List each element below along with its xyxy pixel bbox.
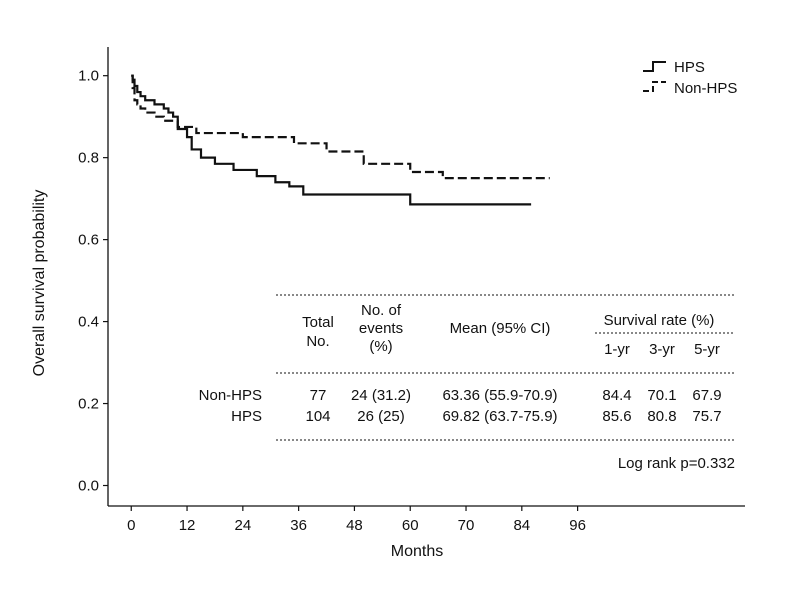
legend-label-non-hps: Non-HPS [674,80,737,97]
table-header-1yr: 1-yr [604,341,630,358]
x-tick-label: 60 [402,517,419,534]
y-tick-label: 0.8 [78,150,99,167]
table-footnote-logrank: Log rank p=0.332 [618,455,735,472]
table-cell-3yr: 80.8 [647,408,676,425]
table-header-events: No. of events (%) [359,302,403,355]
x-tick-label: 24 [234,517,251,534]
x-tick-label: 12 [179,517,196,534]
y-tick-label: 0.0 [78,478,99,495]
y-tick-label: 1.0 [78,68,99,85]
x-tick-label: 0 [127,517,135,534]
table-header-total: Total No. [302,314,334,350]
table-cell-5yr: 75.7 [692,408,721,425]
table-header-survival-rate: Survival rate (%) [604,312,715,329]
survival-curves [131,74,550,206]
x-tick-label: 70 [458,517,475,534]
legend-swatch-non-hps [643,81,666,92]
table-cell-events: 24 (31.2) [351,387,411,404]
table-header-5yr: 5-yr [694,341,720,358]
y-axis-ticks: 0.0 0.2 0.4 0.6 0.8 1.0 [78,68,108,495]
x-tick-label: 48 [346,517,363,534]
table-cell-total: 104 [305,408,330,425]
table-cell-total: 77 [310,387,327,404]
y-tick-label: 0.4 [78,314,99,331]
summary-table: Total No. No. of events (%) Mean (95% CI) Surv… [199,294,735,472]
table-row-group: Non-HPS [199,387,262,404]
series-hps-curve [131,74,532,206]
x-tick-label: 96 [569,517,586,534]
legend-swatch-hps [643,61,666,72]
table-cell-mean: 63.36 (55.9-70.9) [442,387,557,404]
y-axis-label: Overall survival probability [31,190,48,377]
table-header-mean: Mean (95% CI) [450,320,551,337]
table-cell-1yr: 84.4 [602,387,631,404]
x-tick-label: 84 [513,517,530,534]
y-tick-label: 0.6 [78,232,99,249]
table-cell-3yr: 70.1 [647,387,676,404]
x-axis-ticks: 0 12 24 36 48 60 70 84 96 [127,506,586,534]
table-header-3yr: 3-yr [649,341,675,358]
table-cell-events: 26 (25) [357,408,405,425]
x-axis-label: Months [391,543,443,560]
y-tick-label: 0.2 [78,396,99,413]
table-cell-mean: 69.82 (63.7-75.9) [442,408,557,425]
x-tick-label: 36 [290,517,307,534]
table-cells: Total No. No. of events (%) Mean (95% CI) Surv… [199,302,735,472]
series-non-hps-curve [131,74,550,180]
table-cell-5yr: 67.9 [692,387,721,404]
legend: HPS Non-HPS [643,59,737,97]
legend-label-hps: HPS [674,59,705,76]
table-cell-1yr: 85.6 [602,408,631,425]
table-row-group: HPS [231,408,262,425]
